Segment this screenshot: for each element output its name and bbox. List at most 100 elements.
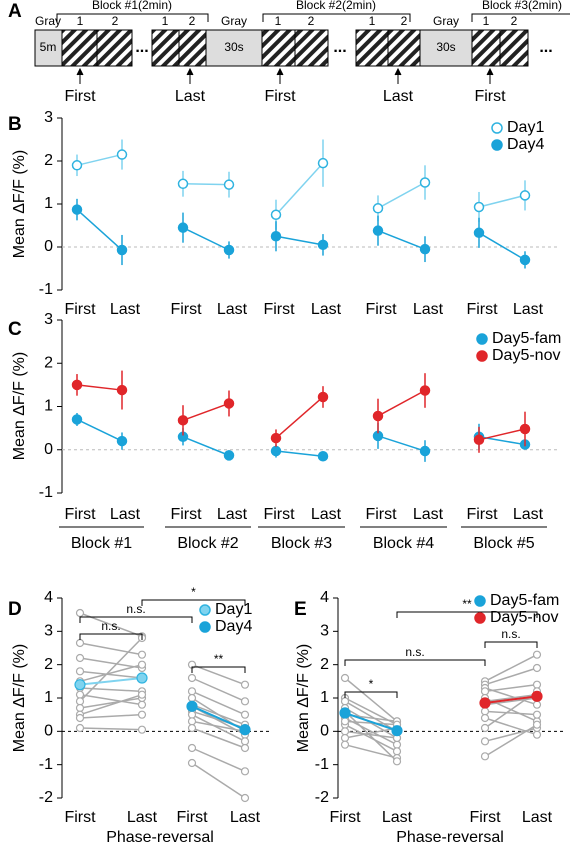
- phase: 1: [483, 14, 490, 28]
- legend-marker: [199, 621, 211, 633]
- x-tick-label: Last: [413, 506, 444, 523]
- point: [519, 423, 531, 435]
- x-tick-label: Last: [513, 301, 544, 318]
- point: [473, 201, 485, 213]
- phase: 2: [511, 14, 518, 28]
- x-tick-label: First: [263, 506, 295, 523]
- series-line: [478, 428, 526, 441]
- stim-box: [471, 29, 501, 67]
- group-label: Block #5: [473, 535, 534, 552]
- point: [223, 450, 235, 461]
- marker-label: First: [474, 88, 506, 105]
- ellipsis: ...: [333, 39, 346, 56]
- ellipsis: ...: [539, 39, 552, 56]
- individual-line: [344, 710, 398, 762]
- individual-line: [79, 637, 143, 702]
- individual-line: [484, 667, 538, 686]
- y-axis-label: Mean ΔF/F (%): [11, 150, 28, 258]
- individual-point: [340, 740, 350, 749]
- bracket: [344, 659, 486, 666]
- point: [372, 410, 384, 422]
- individual-line: [344, 677, 398, 722]
- panel-label: B: [8, 114, 22, 135]
- x-tick-label: Last: [217, 301, 248, 318]
- x-tick-label: Last: [110, 506, 141, 523]
- legend-marker: [474, 595, 486, 607]
- block-bracket: [471, 13, 570, 22]
- x-axis-label: Phase-reversal: [106, 829, 214, 846]
- point: [177, 222, 189, 233]
- legend-label: Day4: [215, 618, 252, 635]
- stim-box: [96, 29, 133, 67]
- individual-point: [340, 717, 350, 726]
- gray-box: [34, 29, 63, 67]
- y-tick-label: 1: [320, 689, 329, 706]
- individual-line: [484, 710, 538, 716]
- individual-point: [137, 660, 147, 669]
- individual-line: [344, 727, 398, 739]
- series-line: [182, 436, 230, 457]
- series-line: [275, 450, 324, 457]
- y-tick-label: 1: [44, 195, 53, 212]
- y-axis-label: Mean ΔF/F (%): [295, 644, 312, 752]
- individual-line: [79, 713, 143, 719]
- individual-point: [187, 693, 197, 703]
- block-label: Block #1(2min): [92, 0, 172, 12]
- individual-line: [191, 663, 246, 686]
- individual-line: [191, 690, 246, 716]
- individual-line: [344, 723, 398, 753]
- individual-point: [480, 707, 490, 716]
- individual-point: [75, 608, 85, 618]
- panel-label: C: [8, 319, 22, 340]
- x-tick-label: Last: [127, 809, 158, 826]
- x-tick-label: First: [466, 301, 498, 318]
- legend-marker: [474, 612, 486, 624]
- series-line: [76, 153, 123, 167]
- x-tick-label: Last: [513, 506, 544, 523]
- individual-point: [187, 758, 197, 768]
- individual-point: [480, 723, 490, 733]
- legend-label: Day5-fam: [492, 330, 561, 347]
- individual-line: [191, 703, 246, 726]
- individual-line: [79, 687, 143, 693]
- point: [270, 231, 282, 242]
- individual-line: [344, 730, 398, 739]
- legend-label: Day1: [215, 601, 252, 618]
- individual-line: [79, 642, 143, 656]
- point: [372, 203, 384, 214]
- series-line: [377, 435, 426, 452]
- y-tick-label: 2: [44, 656, 53, 673]
- point: [419, 445, 431, 457]
- legend-marker: [491, 139, 503, 151]
- individual-point: [75, 713, 85, 723]
- individual-line: [344, 720, 398, 726]
- individual-point: [392, 740, 402, 749]
- individual-point: [187, 723, 197, 733]
- group-label: Block #4: [373, 535, 434, 552]
- x-tick-label: First: [469, 809, 501, 826]
- legend-marker: [491, 122, 503, 134]
- individual-line: [191, 677, 246, 703]
- y-tick-label: 0: [44, 441, 53, 458]
- point: [419, 243, 431, 255]
- legend-label: Day5-fam: [490, 592, 559, 609]
- phase: 1: [369, 14, 376, 28]
- individual-point: [392, 747, 402, 756]
- individual-point: [75, 723, 85, 733]
- individual-line: [484, 697, 538, 706]
- point: [223, 179, 235, 190]
- series-line: [182, 183, 230, 186]
- series-line: [275, 235, 324, 246]
- series-line: [478, 232, 526, 261]
- y-tick-label: 0: [44, 723, 53, 740]
- legend-marker: [199, 604, 211, 616]
- phase: 2: [189, 14, 196, 28]
- individual-point: [480, 752, 490, 761]
- y-tick-label: 2: [320, 656, 329, 673]
- individual-line: [79, 727, 143, 731]
- point: [177, 178, 189, 190]
- x-tick-label: First: [176, 809, 208, 826]
- stim-box: [294, 29, 329, 67]
- mean-point: [239, 724, 251, 736]
- block-label: Block #3(2min): [482, 0, 562, 12]
